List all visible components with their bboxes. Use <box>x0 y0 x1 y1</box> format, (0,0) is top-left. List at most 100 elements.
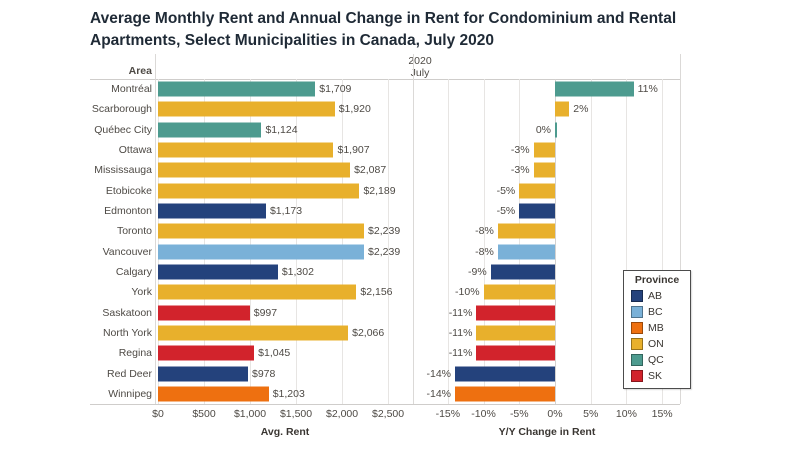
yy-change-bar[interactable] <box>476 325 555 341</box>
legend-swatch-icon <box>631 290 643 302</box>
yy-change-value-label: 0% <box>535 123 551 136</box>
area-column-header: Area <box>128 65 152 77</box>
gridline <box>204 79 205 404</box>
avg-rent-bar[interactable] <box>158 223 365 239</box>
yy-change-bar[interactable] <box>519 203 555 219</box>
legend-item[interactable]: MB <box>624 320 690 336</box>
yy-change-plot-cell: -11% <box>415 302 680 322</box>
axis-tick-label: -10% <box>471 408 496 420</box>
yy-change-bar[interactable] <box>555 101 570 117</box>
avg-rent-bar[interactable] <box>158 264 278 280</box>
avg-rent-plot-cell: $1,045 <box>158 343 412 363</box>
period-year: 2020 <box>408 55 432 67</box>
avg-rent-bar[interactable] <box>158 81 316 97</box>
legend-item[interactable]: AB <box>624 288 690 304</box>
avg-rent-bar[interactable] <box>158 325 349 341</box>
avg-rent-bar[interactable] <box>158 305 250 321</box>
yy-change-bar[interactable] <box>519 183 555 199</box>
avg-rent-plot-cell: $1,124 <box>158 120 412 140</box>
yy-change-bar[interactable] <box>497 244 555 260</box>
legend-item[interactable]: QC <box>624 352 690 368</box>
left-panel-gridlines <box>158 79 412 404</box>
row-label: Red Deer <box>107 367 152 380</box>
legend-item[interactable]: ON <box>624 336 690 352</box>
chart-row: York $2,156 -10% <box>90 282 690 302</box>
axis-tick-label: 10% <box>615 408 637 420</box>
yy-change-plot-cell: -14% <box>415 363 680 383</box>
gridline <box>626 79 628 404</box>
legend-item-label: MB <box>648 322 664 334</box>
yy-change-bar[interactable] <box>455 366 555 382</box>
avg-rent-value-label: $997 <box>253 306 278 319</box>
legend-swatch-icon <box>631 322 643 334</box>
avg-rent-bar[interactable] <box>158 101 335 117</box>
chart-row: Regina $1,045 -11% <box>90 343 690 363</box>
yy-change-plot-cell: 11% <box>415 79 680 99</box>
chart-row: Ottawa $1,907 -3% <box>90 140 690 160</box>
avg-rent-bar[interactable] <box>158 183 360 199</box>
legend-title: Province <box>634 274 680 286</box>
gridline <box>342 79 344 404</box>
avg-rent-bar[interactable] <box>158 203 266 219</box>
yy-change-value-label: -3% <box>510 164 530 177</box>
yy-change-plot-cell: 2% <box>415 99 680 119</box>
row-label: Saskatoon <box>102 306 152 319</box>
gridline <box>388 79 390 404</box>
chart-row: Montréal $1,709 11% <box>90 79 690 99</box>
avg-rent-value-label: $1,203 <box>272 387 305 400</box>
yy-change-plot-cell: -3% <box>415 140 680 160</box>
chart-row: Québec City $1,124 0% <box>90 120 690 140</box>
yy-change-value-label: -5% <box>496 205 516 218</box>
rows-container: Montréal $1,709 11% Scarborough $1,920 2% Québ… <box>90 79 690 404</box>
yy-change-plot-cell: -5% <box>415 201 680 221</box>
legend-item[interactable]: BC <box>624 304 690 320</box>
yy-change-bar[interactable] <box>555 81 634 97</box>
yy-change-bar[interactable] <box>497 223 555 239</box>
avg-rent-bar[interactable] <box>158 142 334 158</box>
avg-rent-bar[interactable] <box>158 244 365 260</box>
chart-row: Toronto $2,239 -8% <box>90 221 690 241</box>
yy-change-bar[interactable] <box>476 305 555 321</box>
yy-change-bar[interactable] <box>476 345 555 361</box>
yy-change-plot-cell: -8% <box>415 242 680 262</box>
yy-change-plot-cell: -11% <box>415 343 680 363</box>
avg-rent-bar[interactable] <box>158 366 248 382</box>
yy-change-bar[interactable] <box>533 162 555 178</box>
axis-tick-label: -15% <box>435 408 461 420</box>
yy-change-bar[interactable] <box>483 284 555 300</box>
gridline <box>519 79 521 404</box>
avg-rent-plot-cell: $2,239 <box>158 221 412 241</box>
legend-item-label: QC <box>648 354 664 366</box>
yy-change-bar[interactable] <box>555 122 557 138</box>
avg-rent-plot-cell: $1,203 <box>158 384 412 404</box>
yy-change-bar[interactable] <box>490 264 555 280</box>
axis-tick-label: $1,500 <box>279 408 313 420</box>
avg-rent-bar[interactable] <box>158 345 255 361</box>
avg-rent-bar[interactable] <box>158 284 357 300</box>
left-axis-title: Avg. Rent <box>260 426 310 438</box>
yy-change-bar[interactable] <box>533 142 555 158</box>
yy-change-bar[interactable] <box>455 386 555 402</box>
avg-rent-bar[interactable] <box>158 162 351 178</box>
avg-rent-bar[interactable] <box>158 386 269 402</box>
avg-rent-value-label: $1,124 <box>265 123 298 136</box>
yy-change-plot-cell: -11% <box>415 323 680 343</box>
chart-row: Etobicoke $2,189 -5% <box>90 181 690 201</box>
avg-rent-plot-cell: $2,239 <box>158 242 412 262</box>
avg-rent-bar[interactable] <box>158 122 262 138</box>
row-label: Winnipeg <box>108 387 152 400</box>
yy-change-plot-cell: 0% <box>415 120 680 140</box>
axis-tick-label: $2,500 <box>372 408 405 420</box>
yy-change-value-label: 2% <box>573 103 589 116</box>
legend-item[interactable]: SK <box>624 368 690 384</box>
avg-rent-value-label: $2,156 <box>360 286 393 299</box>
avg-rent-plot-cell: $1,907 <box>158 140 412 160</box>
legend-items: AB BC MB ON QC SK <box>624 288 690 384</box>
avg-rent-value-label: $1,173 <box>269 205 303 218</box>
row-label: Ottawa <box>118 144 152 157</box>
yy-change-value-label: -8% <box>475 245 494 258</box>
yy-change-value-label: -9% <box>468 265 487 278</box>
chart-row: Saskatoon $997 -11% <box>90 302 690 322</box>
avg-rent-value-label: $1,045 <box>258 347 291 360</box>
avg-rent-value-label: $1,302 <box>281 265 314 278</box>
